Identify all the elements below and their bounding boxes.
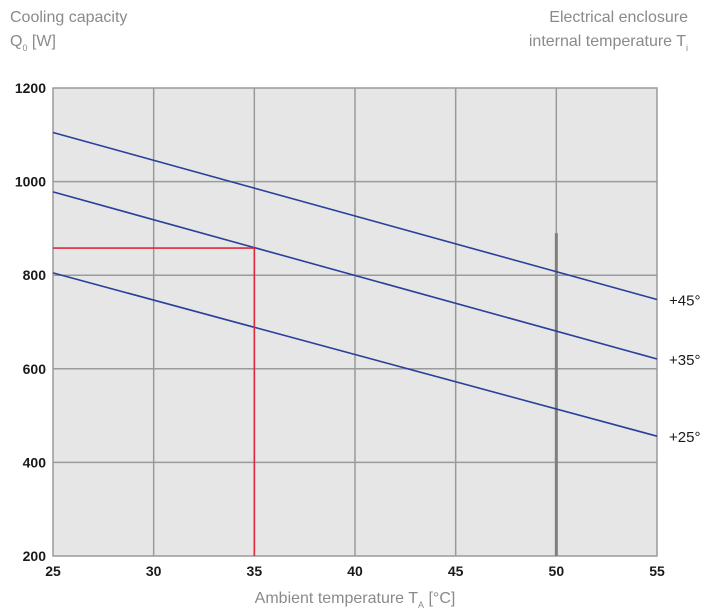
series-legend-title-line1: Electrical enclosure (549, 9, 688, 26)
series-legend-symbol-subscript: i (686, 43, 688, 53)
y-tick-1200: 1200 (15, 80, 46, 96)
x-axis-title-main: Ambient temperature T (255, 590, 419, 607)
x-tick-45: 45 (448, 563, 464, 579)
y-tick-400: 400 (23, 454, 47, 470)
series-label-1: +35° (669, 352, 700, 369)
lookup-line (53, 247, 256, 556)
y-axis-symbol: Q (10, 33, 23, 50)
series-labels: +45° +35° +25° (669, 293, 700, 447)
y-tick-labels: 200 400 600 800 1000 1200 (15, 80, 46, 564)
y-tick-600: 600 (23, 361, 47, 377)
x-tick-50: 50 (549, 563, 565, 579)
x-tick-35: 35 (247, 563, 263, 579)
series-legend-title-line2: internal temperature Ti (529, 30, 688, 55)
x-axis-title-unit: [°C] (424, 590, 455, 607)
x-axis-title-subscript: A (418, 600, 424, 610)
y-axis-title-line1: Cooling capacity (10, 9, 128, 26)
series-label-2: +25° (669, 429, 700, 446)
series-lines (52, 131, 658, 437)
series-line-1 (52, 191, 658, 360)
y-axis-title-line2: Q0 [W] (10, 30, 127, 55)
series-legend-title: Electrical enclosure internal temperatur… (529, 6, 688, 55)
y-tick-200: 200 (23, 548, 47, 564)
x-axis-title: Ambient temperature TA [°C] (255, 590, 456, 610)
y-axis-title: Cooling capacity Q0 [W] (10, 6, 127, 55)
series-label-0: +45° (669, 293, 700, 310)
y-axis-symbol-subscript: 0 (22, 43, 28, 53)
y-tick-1000: 1000 (15, 174, 46, 190)
x-tick-labels: 25 30 35 40 45 50 55 (45, 563, 665, 579)
series-line-0 (52, 131, 658, 301)
series-line-2 (52, 272, 658, 437)
x-tick-25: 25 (45, 563, 61, 579)
y-tick-800: 800 (23, 267, 47, 283)
lookup-annotation (53, 247, 256, 556)
y-axis-unit: [W] (27, 33, 56, 50)
x-tick-40: 40 (347, 563, 363, 579)
series-legend-symbol: internal temperature T (528, 33, 686, 50)
x-tick-30: 30 (146, 563, 162, 579)
x-tick-55: 55 (649, 563, 665, 579)
